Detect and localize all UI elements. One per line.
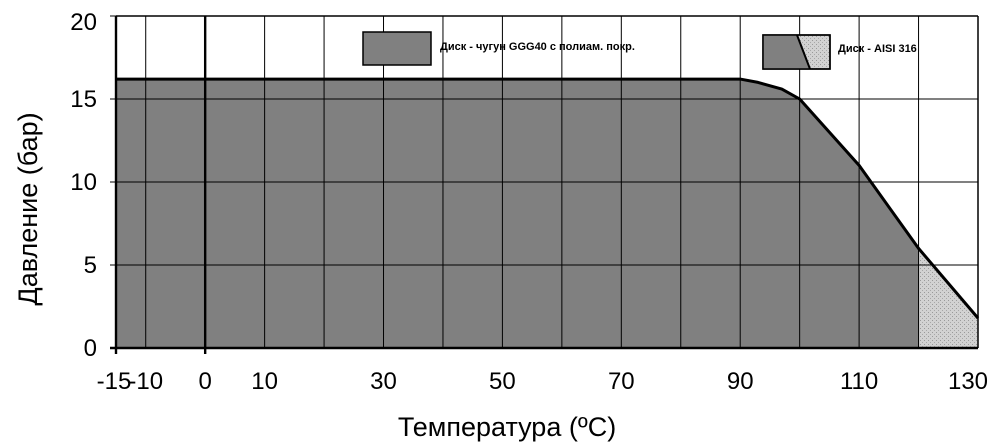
x-tick-label: 10 [251,368,278,395]
y-axis-title: Давление (бар) [13,112,43,305]
legend-item-aisi: Диск - AISI 316 [762,34,917,70]
x-tick-label: -15 [97,368,132,395]
x-tick-label: 0 [198,368,211,395]
legend-swatch-aisi-dark [763,35,810,69]
x-tick-label: 50 [489,368,516,395]
y-tick-label: 20 [70,9,97,36]
x-tick-label: 70 [608,368,635,395]
x-tick-label: -10 [128,368,163,395]
x-axis-title: Температура (ºC) [398,412,616,442]
x-tick-label: 130 [948,368,988,395]
legend-label-cast-iron: Диск - чугун GGG40 с полиам. покр. [440,41,635,53]
y-tick-label: 15 [70,86,97,113]
series-areas [116,79,978,348]
x-tick-label: 30 [370,368,397,395]
y-tick-label: 0 [84,335,97,362]
plot-frame [110,15,979,354]
legend: Диск - чугун GGG40 с полиам. покр. Диск … [362,31,917,70]
series-area-1 [116,79,919,348]
max-pressure-line [116,77,980,320]
y-tick-labels: 0 5 10 15 20 [70,9,97,362]
x-tick-label: 90 [727,368,754,395]
legend-label-aisi: Диск - AISI 316 [838,43,917,55]
boundary-curve [116,77,980,320]
y-tick-label: 10 [70,169,97,196]
y-tick-label: 5 [84,252,97,279]
x-tick-labels: -15-10 0 10 30 50 70 90 110 130 [97,368,988,395]
x-tick-label: 110 [840,368,878,395]
legend-swatch-aisi-divider [796,34,811,70]
legend-item-cast-iron: Диск - чугун GGG40 с полиам. покр. [362,31,635,66]
legend-swatch-cast-iron [362,31,432,66]
